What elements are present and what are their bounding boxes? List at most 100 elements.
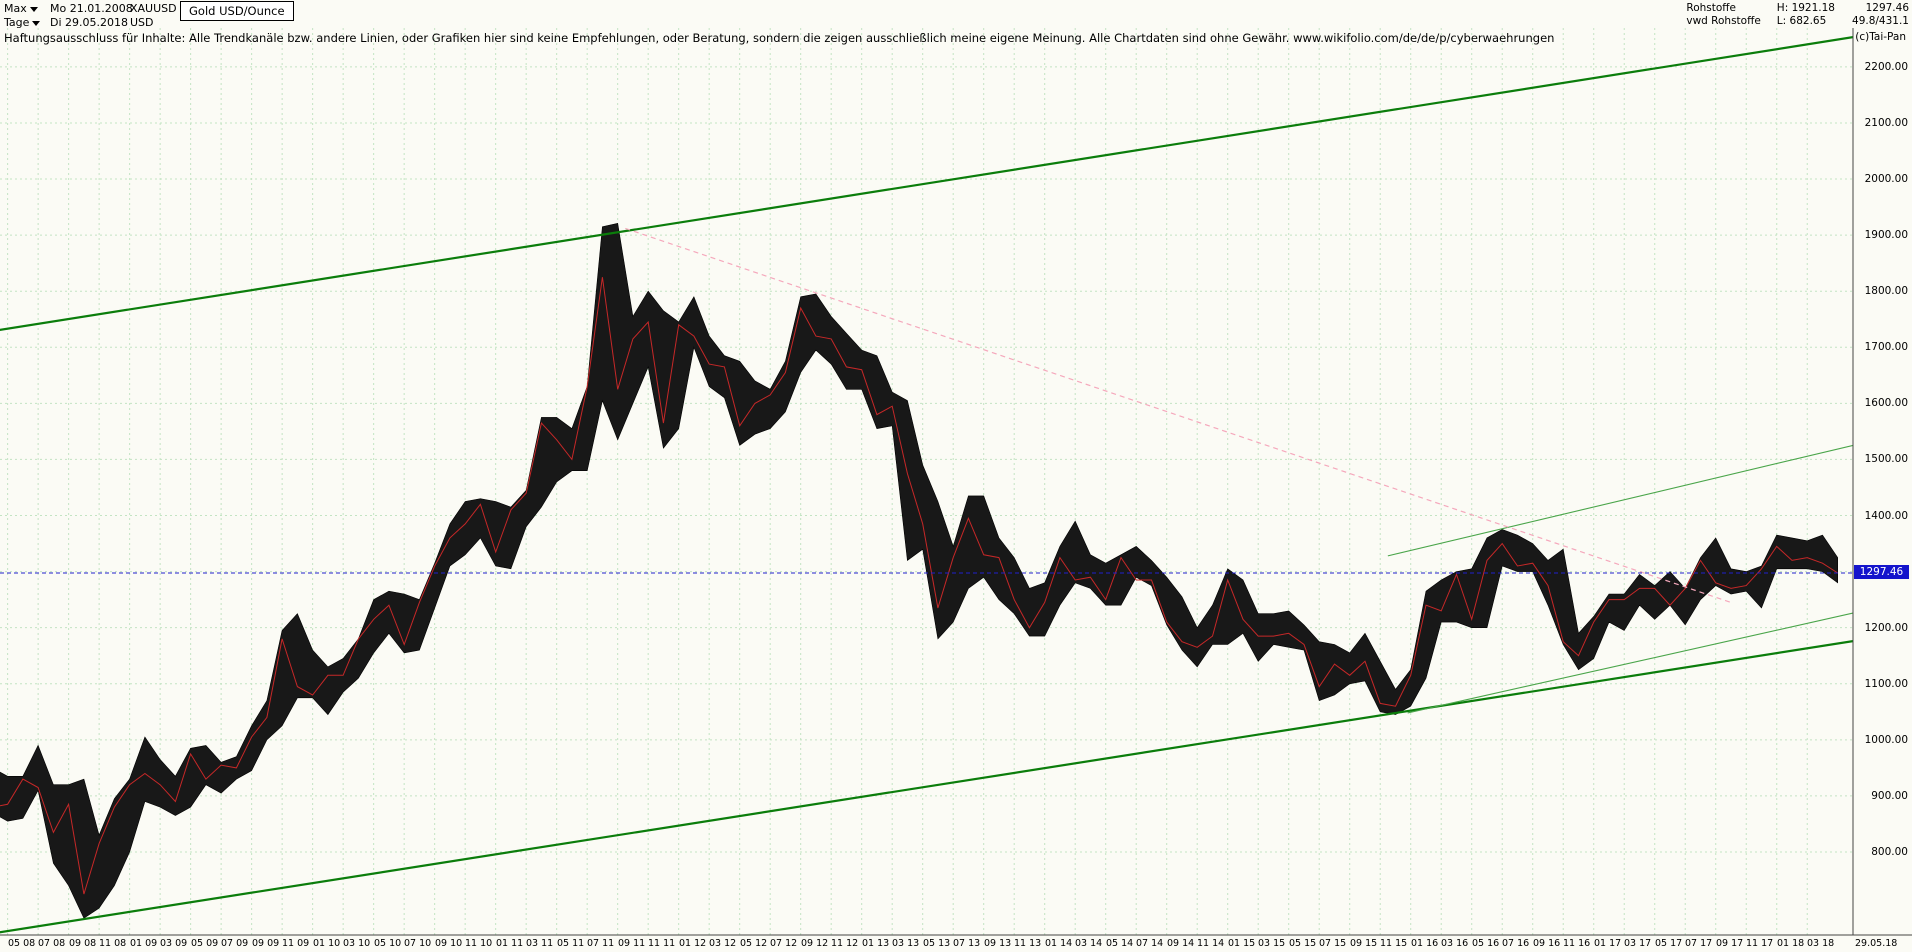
price-axis-label: 2100.00 xyxy=(1864,116,1908,129)
time-axis-label: 01 09 xyxy=(130,938,158,949)
quote-info-panel: Rohstoffe H: 1921.18 1297.46 vwd Rohstof… xyxy=(1686,2,1909,27)
range-selector-label: Max xyxy=(4,2,27,15)
time-axis-label: 11 12 xyxy=(831,938,859,949)
current-price-tag: 1297.46 xyxy=(1854,565,1909,580)
price-axis-label: 1700.00 xyxy=(1864,341,1908,354)
time-axis-label: 03 17 xyxy=(1624,938,1652,949)
price-axis-label: 1200.00 xyxy=(1864,621,1908,634)
time-axis-label: 03 10 xyxy=(343,938,371,949)
time-axis-label: 09 17 xyxy=(1716,938,1744,949)
time-axis-label: 11 16 xyxy=(1563,938,1591,949)
time-axis-label: 03 11 xyxy=(526,938,554,949)
time-axis-label: 03 14 xyxy=(1075,938,1103,949)
high-stat: H: 1921.18 xyxy=(1776,2,1835,14)
time-axis-label: 09 12 xyxy=(801,938,829,949)
time-axis-label: 03 09 xyxy=(160,938,188,949)
time-axis: 05 08 07 08 09 08 11 08 01 09 03 09 05 09 07 09… xyxy=(0,936,1853,952)
feed-provider: vwd Rohstoffe xyxy=(1686,15,1761,27)
time-axis-label: 07 11 xyxy=(587,938,615,949)
time-axis-label: 07 10 xyxy=(404,938,432,949)
time-axis-label: 07 09 xyxy=(221,938,249,949)
axis-end-date: 29.05.18 xyxy=(1855,938,1898,949)
time-axis-label: 01 14 xyxy=(1045,938,1073,949)
time-axis-label: 05 10 xyxy=(374,938,402,949)
time-axis-label: 01 13 xyxy=(862,938,890,949)
chart-end-date: Di 29.05.2018 xyxy=(50,16,129,29)
time-axis-label: 01 12 xyxy=(679,938,707,949)
time-axis-label: 01 10 xyxy=(313,938,341,949)
time-axis-label: 09 16 xyxy=(1533,938,1561,949)
taipan-copyright: (c)Tai-Pan xyxy=(1855,31,1906,43)
time-axis-label: 09 13 xyxy=(984,938,1012,949)
period-selector-label: Tage xyxy=(4,16,30,29)
range-selector[interactable]: Max xyxy=(4,3,38,15)
time-axis-label: 01 11 xyxy=(496,938,524,949)
time-axis-label: 11 08 xyxy=(99,938,127,949)
time-axis-label: 09 10 xyxy=(435,938,463,949)
instrument-name-box: Gold USD/Ounce xyxy=(180,1,294,21)
time-axis-label: 11 09 xyxy=(282,938,310,949)
trendline-channel-upper xyxy=(0,36,1853,331)
price-axis-label: 1800.00 xyxy=(1864,285,1908,298)
disclaimer-text: Haftungsausschluss für Inhalte: Alle Tre… xyxy=(4,31,1555,45)
secondary-value: 49.8/431.1 xyxy=(1852,15,1909,27)
feed-name: Rohstoffe xyxy=(1686,2,1736,14)
time-axis-label: 09 14 xyxy=(1167,938,1195,949)
time-axis-label: 11 14 xyxy=(1197,938,1225,949)
chevron-down-icon xyxy=(29,7,38,12)
time-axis-label: 05 11 xyxy=(557,938,585,949)
close-price-line xyxy=(0,277,1838,895)
trendline-minor-lower xyxy=(1407,612,1853,714)
time-axis-label: 11 11 xyxy=(648,938,676,949)
time-axis-label: 09 15 xyxy=(1350,938,1378,949)
price-axis: 1297.46 2200.00 2100.00 2000.00 1900.00 1800… xyxy=(1853,0,1912,952)
time-axis-label: 05 16 xyxy=(1472,938,1500,949)
time-axis-label: 07 17 xyxy=(1685,938,1713,949)
chevron-down-icon xyxy=(32,21,41,26)
time-axis-label: 05 13 xyxy=(923,938,951,949)
time-axis-label: 05 09 xyxy=(191,938,219,949)
price-axis-label: 1000.00 xyxy=(1864,733,1908,746)
time-axis-label: 09 11 xyxy=(618,938,646,949)
low-stat: L: 682.65 xyxy=(1776,15,1827,27)
trendline-downtrend-resistance xyxy=(625,227,1732,604)
time-axis-label: 07 13 xyxy=(953,938,981,949)
time-axis-label: 03 15 xyxy=(1258,938,1286,949)
time-axis-label: 05 14 xyxy=(1106,938,1134,949)
price-axis-label: 900.00 xyxy=(1871,789,1908,802)
time-axis-label: 11 17 xyxy=(1746,938,1774,949)
symbol-label: XAUUSD xyxy=(130,2,177,15)
last-price-value: 1297.46 xyxy=(1865,2,1909,14)
period-selector[interactable]: Tage xyxy=(4,16,41,29)
trendline-minor-upper xyxy=(1387,444,1853,557)
time-axis-label: 01 18 xyxy=(1777,938,1805,949)
price-axis-label: 1600.00 xyxy=(1864,397,1908,410)
time-axis-label: 05 12 xyxy=(740,938,768,949)
time-axis-label: 05 17 xyxy=(1655,938,1683,949)
time-axis-label: 07 08 xyxy=(38,938,66,949)
time-axis-label: 11 13 xyxy=(1014,938,1042,949)
time-axis-label: 07 15 xyxy=(1319,938,1347,949)
time-axis-label: 07 16 xyxy=(1502,938,1530,949)
time-axis-label: 05 15 xyxy=(1289,938,1317,949)
time-axis-label: 01 17 xyxy=(1594,938,1622,949)
price-axis-label: 1500.00 xyxy=(1864,453,1908,466)
time-axis-label: 03 16 xyxy=(1441,938,1469,949)
time-axis-label: 03 13 xyxy=(892,938,920,949)
time-axis-label: 05 08 xyxy=(8,938,36,949)
trendline-channel-lower xyxy=(0,640,1853,934)
time-axis-label: 07 14 xyxy=(1136,938,1164,949)
candlestick-series xyxy=(0,222,1838,919)
time-axis-label: 09 09 xyxy=(252,938,280,949)
time-axis-label: 03 18 xyxy=(1807,938,1835,949)
price-axis-label: 1400.00 xyxy=(1864,509,1908,522)
time-axis-label: 07 12 xyxy=(770,938,798,949)
price-axis-label: 2000.00 xyxy=(1864,173,1908,186)
price-axis-label: 1100.00 xyxy=(1864,677,1908,690)
time-axis-label: 03 12 xyxy=(709,938,737,949)
time-axis-label: 01 15 xyxy=(1228,938,1256,949)
price-axis-label: 1900.00 xyxy=(1864,229,1908,242)
price-axis-label: 800.00 xyxy=(1871,846,1908,858)
